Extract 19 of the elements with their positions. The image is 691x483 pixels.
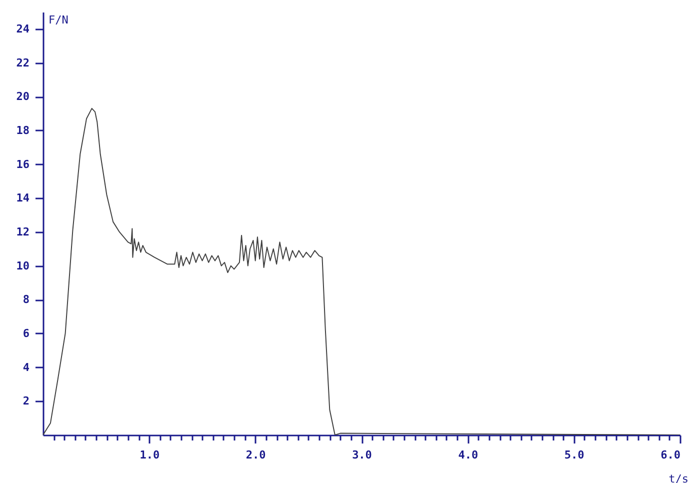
x-tick-label: 1.0	[140, 448, 160, 462]
y-axis-title: F/N	[48, 14, 68, 26]
y-tick-label: 16	[16, 158, 30, 171]
y-tick-label: 22	[16, 56, 30, 70]
x-tick-label: 2.0	[246, 448, 266, 462]
y-tick-label: 10	[16, 259, 30, 272]
y-tick-label: 14	[16, 192, 30, 205]
x-tick-label: 5.0	[564, 448, 584, 462]
y-tick-label: 2	[22, 394, 30, 408]
y-tick-label: 4	[22, 360, 30, 374]
y-tick-label: 20	[16, 90, 30, 104]
x-tick-label: 3.0	[352, 448, 372, 462]
x-tick-label: 4.0	[458, 448, 478, 462]
y-tick-label: 6	[22, 326, 30, 340]
y-tick-label: 8	[22, 293, 30, 306]
x-tick-label: 6.0	[660, 448, 680, 462]
y-tick-label: 24	[16, 22, 30, 36]
y-tick-label: 12	[16, 225, 30, 238]
y-tick-label: 18	[16, 124, 30, 137]
